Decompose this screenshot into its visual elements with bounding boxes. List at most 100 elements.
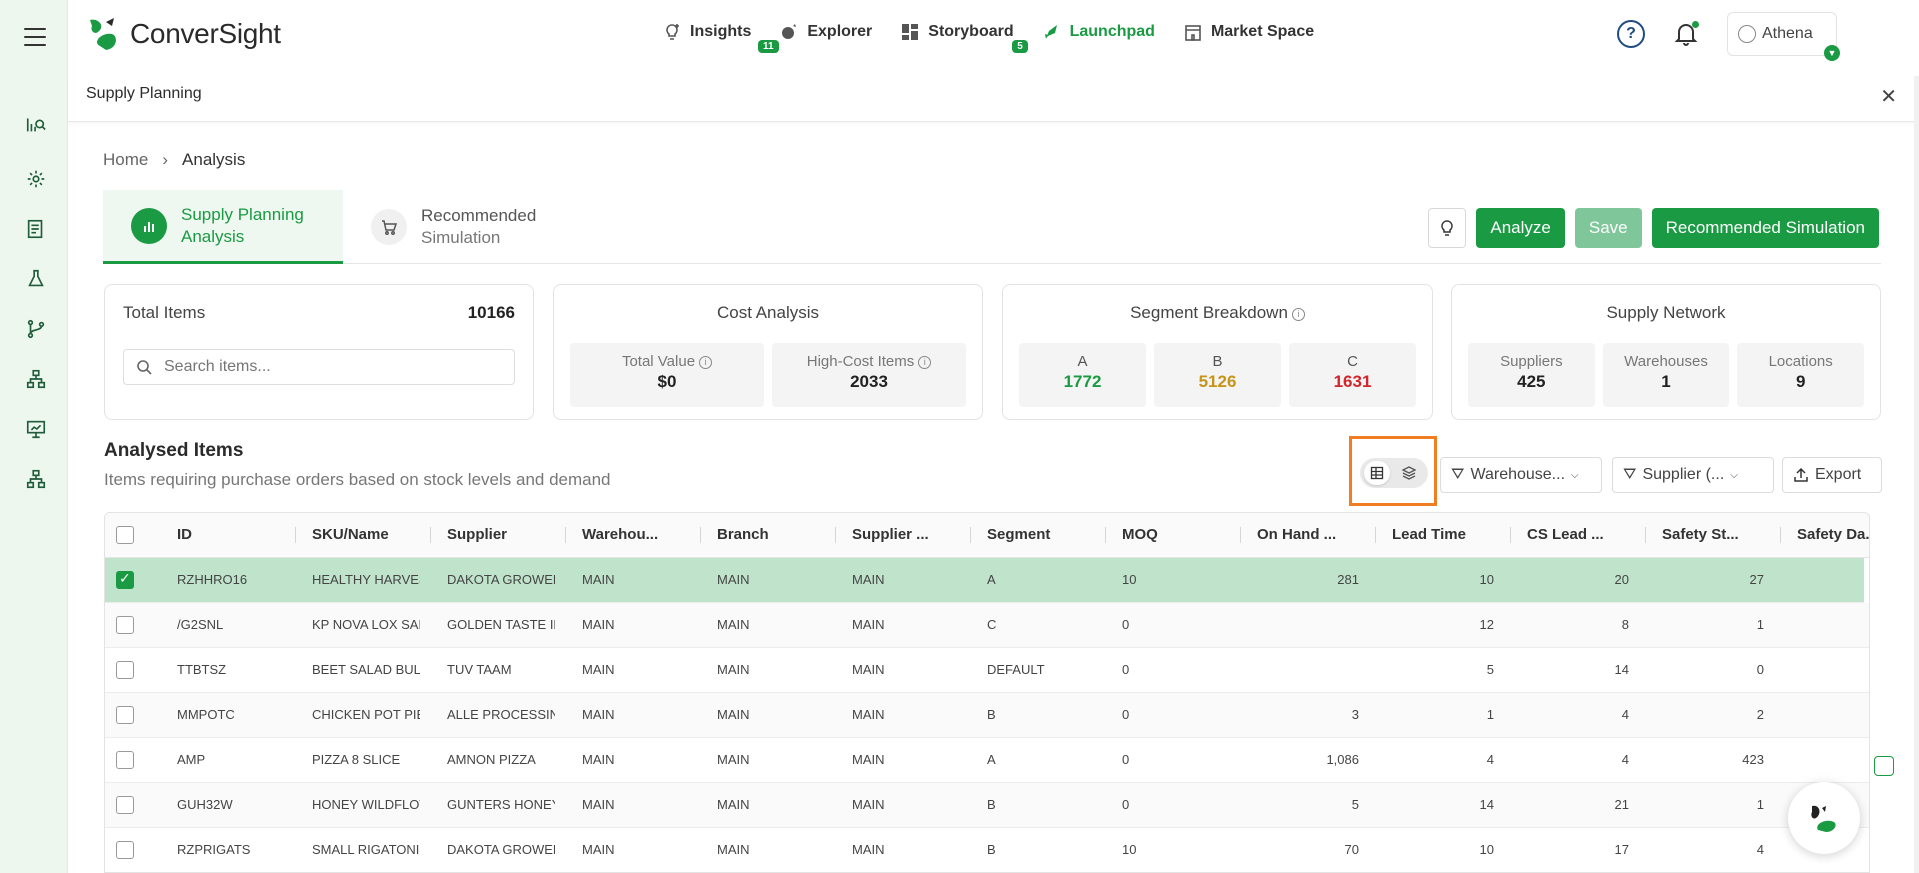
column-header-cs-lead[interactable]: CS Lead ... bbox=[1527, 526, 1604, 543]
table-cell: MAIN bbox=[852, 662, 885, 677]
suppliers-label: Suppliers bbox=[1500, 353, 1563, 370]
presentation-icon[interactable] bbox=[24, 417, 48, 441]
branch-icon[interactable] bbox=[24, 317, 48, 341]
column-header-moq[interactable]: MOQ bbox=[1122, 526, 1158, 543]
breadcrumb: Home › Analysis bbox=[103, 150, 245, 170]
nav-insights[interactable]: Insights 11 bbox=[662, 22, 779, 53]
org-chart-icon[interactable] bbox=[24, 467, 48, 491]
save-button[interactable]: Save bbox=[1574, 208, 1642, 248]
total-value-tile: Total Value i $0 bbox=[570, 343, 764, 407]
search-input[interactable] bbox=[164, 358, 414, 376]
breadcrumb-home[interactable]: Home bbox=[103, 150, 149, 169]
row-checkbox[interactable] bbox=[116, 796, 134, 814]
idea-button[interactable] bbox=[1428, 208, 1467, 248]
warehouse-filter[interactable]: ⛛ Warehouse... ⌵ bbox=[1440, 457, 1602, 493]
column-header-lead-time[interactable]: Lead Time bbox=[1392, 526, 1466, 543]
supplier-filter[interactable]: ⛛ Supplier (... ⌵ bbox=[1612, 457, 1774, 493]
info-icon[interactable]: i bbox=[699, 356, 713, 369]
table-cell: MAIN bbox=[852, 797, 885, 812]
notification-bell-icon[interactable] bbox=[1673, 21, 1699, 47]
column-header-supplier-2[interactable]: Supplier ... bbox=[852, 526, 929, 543]
report-icon[interactable] bbox=[24, 217, 48, 241]
table-cell: MAIN bbox=[582, 797, 615, 812]
info-icon[interactable]: i bbox=[918, 356, 932, 369]
table-cell: MAIN bbox=[852, 752, 885, 767]
table-row[interactable]: /G2SNL KP NOVA LOX SAL GOLDEN TASTE INC MAI… bbox=[105, 603, 1869, 648]
segment-b-label: B bbox=[1212, 353, 1223, 370]
search-box[interactable] bbox=[123, 349, 515, 385]
recommended-simulation-button[interactable]: Recommended Simulation bbox=[1651, 208, 1879, 248]
table-cell: MAIN bbox=[717, 707, 750, 722]
section-title: Analysed Items bbox=[104, 440, 244, 461]
column-header-safety-days[interactable]: Safety Da... bbox=[1797, 526, 1870, 543]
table-row[interactable]: AMP PIZZA 8 SLICE AMNON PIZZA MAIN MAIN MAIN A… bbox=[105, 738, 1869, 783]
segment-a-tile[interactable]: A 1772 bbox=[1019, 343, 1146, 407]
row-checkbox[interactable] bbox=[116, 841, 134, 859]
table-view-icon[interactable] bbox=[1364, 461, 1390, 485]
row-checkbox[interactable] bbox=[116, 706, 134, 724]
app-logo[interactable]: ConverSight bbox=[84, 16, 281, 52]
column-header-branch[interactable]: Branch bbox=[717, 526, 769, 543]
view-toggle[interactable] bbox=[1360, 458, 1428, 488]
select-all-checkbox[interactable] bbox=[116, 526, 134, 544]
row-checkbox[interactable] bbox=[116, 570, 134, 589]
info-icon[interactable]: i bbox=[1291, 308, 1305, 321]
filter-icon: ⛛ bbox=[1451, 466, 1465, 483]
table-row[interactable]: GUH32W HONEY WILDFLOW GUNTERS HONEY MAIN MAI… bbox=[105, 783, 1869, 828]
table-cell: 1,086 bbox=[1326, 752, 1359, 767]
segment-c-tile[interactable]: C 1631 bbox=[1289, 343, 1416, 407]
tab-supply-planning-analysis[interactable]: Supply Planning Analysis bbox=[103, 190, 343, 264]
hierarchy-icon[interactable] bbox=[24, 367, 48, 391]
nav-market-space[interactable]: Market Space bbox=[1183, 22, 1314, 42]
layers-view-icon[interactable] bbox=[1396, 461, 1422, 485]
table-cell: B bbox=[987, 707, 996, 722]
table-cell: 4 bbox=[1621, 707, 1629, 722]
help-icon[interactable]: ? bbox=[1617, 20, 1645, 48]
supplier-filter-label: Supplier (... bbox=[1642, 466, 1725, 483]
total-value: $0 bbox=[657, 372, 677, 391]
panel-toggle-icon[interactable] bbox=[1874, 756, 1894, 776]
nav-launchpad[interactable]: Launchpad bbox=[1042, 22, 1155, 42]
flask-icon[interactable] bbox=[24, 267, 48, 291]
filter-icon: ⛛ bbox=[1623, 466, 1637, 483]
segment-b-tile[interactable]: B 5126 bbox=[1154, 343, 1281, 407]
chevron-down-icon: ▼ bbox=[1824, 45, 1840, 61]
chevron-down-icon: ⌵ bbox=[1730, 469, 1738, 481]
column-header-sku-name[interactable]: SKU/Name bbox=[312, 526, 389, 543]
user-menu[interactable]: Athena ▼ bbox=[1727, 12, 1840, 61]
column-header-supplier[interactable]: Supplier bbox=[447, 526, 508, 543]
nav-explorer[interactable]: Explorer bbox=[779, 22, 872, 42]
storyboard-badge: 5 bbox=[1012, 40, 1028, 53]
column-header-warehouse[interactable]: Warehou... bbox=[582, 526, 659, 543]
table-row[interactable]: RZPRIGATS SMALL RIGATONI 7 DAKOTA GROWERS M… bbox=[105, 828, 1869, 872]
table-cell: 17 bbox=[1614, 842, 1629, 857]
analyze-button[interactable]: Analyze bbox=[1476, 208, 1565, 248]
column-header-id[interactable]: ID bbox=[177, 526, 192, 543]
table-row[interactable]: TTBTSZ BEET SALAD BULK TUV TAAM MAIN MAIN MAI… bbox=[105, 648, 1869, 693]
assistant-chat-button[interactable] bbox=[1788, 782, 1860, 854]
analytics-search-icon[interactable] bbox=[24, 112, 48, 136]
hamburger-menu-icon[interactable] bbox=[24, 28, 46, 52]
column-header-safety-stock[interactable]: Safety St... bbox=[1662, 526, 1739, 543]
table-row[interactable]: RZHHRO16 HEALTHY HARVEST DAKOTA GROWERS MAI… bbox=[105, 558, 1864, 603]
breadcrumb-separator-icon: › bbox=[162, 150, 169, 169]
tab-recommended-simulation[interactable]: Recommended Simulation bbox=[343, 190, 536, 264]
suppliers-value: 425 bbox=[1517, 372, 1546, 391]
rocket-icon bbox=[1042, 22, 1062, 42]
row-checkbox[interactable] bbox=[116, 751, 134, 769]
row-checkbox[interactable] bbox=[116, 616, 134, 634]
table-row[interactable]: MMPOTC CHICKEN POT PIE ALLE PROCESSING MAIN… bbox=[105, 693, 1869, 738]
row-checkbox[interactable] bbox=[116, 661, 134, 679]
left-rail bbox=[0, 0, 68, 873]
table-cell: MAIN bbox=[852, 707, 885, 722]
close-icon[interactable]: ✕ bbox=[1880, 86, 1897, 108]
header-actions: ? Athena ▼ bbox=[1617, 12, 1840, 61]
nav-storyboard[interactable]: Storyboard 5 bbox=[900, 22, 1028, 53]
column-header-on-hand[interactable]: On Hand ... bbox=[1257, 526, 1337, 543]
gear-icon[interactable] bbox=[24, 167, 48, 191]
export-button[interactable]: Export bbox=[1782, 457, 1882, 493]
avatar-icon bbox=[1738, 25, 1756, 43]
tab-strip: Supply Planning Analysis Recommended Simul… bbox=[103, 190, 1881, 264]
column-header-segment[interactable]: Segment bbox=[987, 526, 1051, 543]
scrollbar-track[interactable] bbox=[1914, 76, 1919, 873]
